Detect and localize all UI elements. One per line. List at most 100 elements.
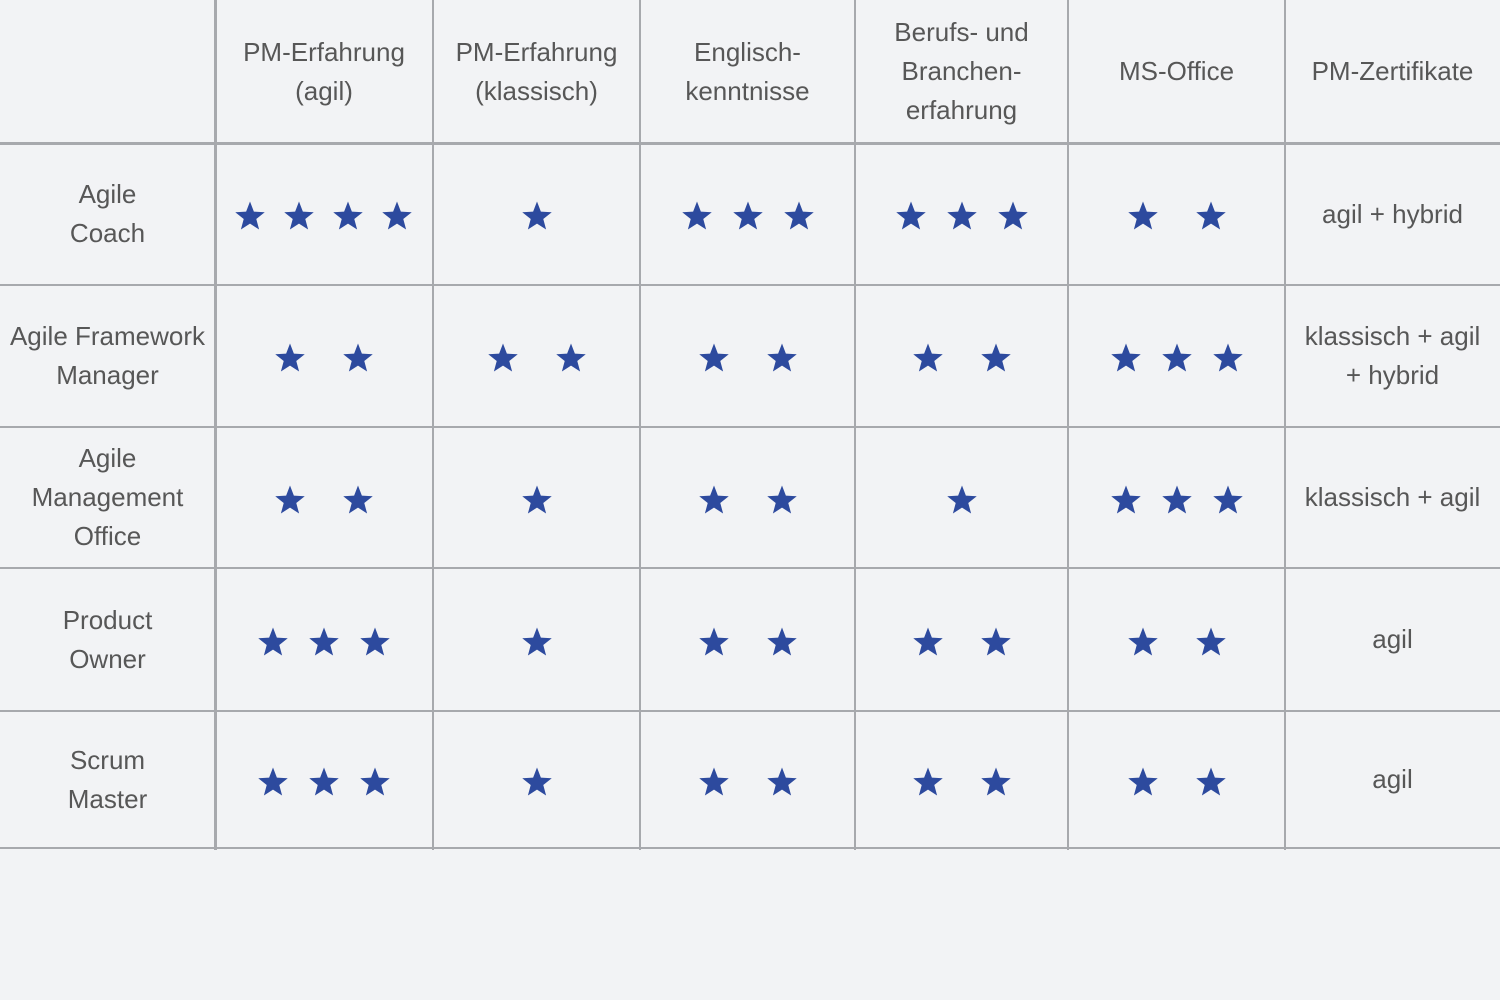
row-header-product-owner-line: Owner bbox=[69, 643, 146, 674]
star-icon bbox=[343, 343, 373, 372]
row-header-product-owner-line: Product bbox=[62, 604, 153, 635]
star-icon bbox=[895, 201, 926, 230]
column-divider bbox=[1067, 0, 1069, 850]
star-icon bbox=[1110, 485, 1141, 514]
certificate-cell-agile-framework-manager: klassisch + agil + hybrid bbox=[1285, 285, 1500, 427]
row-header-agile-coach-text: Agile Coach bbox=[70, 175, 145, 253]
star-icon bbox=[1195, 767, 1226, 796]
row-divider bbox=[0, 426, 1500, 428]
row-divider bbox=[0, 847, 1500, 849]
star-icon bbox=[309, 767, 339, 796]
star-icon bbox=[766, 627, 797, 656]
rating-cell bbox=[1068, 568, 1285, 711]
column-header-pm-zertifikate-text: PM-Zertifikate bbox=[1312, 52, 1474, 91]
star-icon bbox=[1161, 343, 1192, 372]
star-icon bbox=[681, 201, 712, 230]
rating-cell bbox=[855, 285, 1068, 427]
column-header-berufs-und-branchenerfahrung-line: Branchen- bbox=[901, 56, 1022, 86]
row-divider bbox=[0, 567, 1500, 569]
column-divider bbox=[214, 0, 217, 850]
column-header-pm-erfahrung-klassisch-line: PM-Erfahrung bbox=[455, 36, 618, 67]
star-icon bbox=[1195, 201, 1226, 230]
column-header-berufs-und-branchenerfahrung: Berufs- und Branchen-erfahrung bbox=[855, 0, 1068, 143]
rating-cell bbox=[855, 711, 1068, 848]
column-header-pm-zertifikate: PM-Zertifikate bbox=[1285, 0, 1500, 143]
star-icon bbox=[766, 767, 797, 796]
skills-matrix-table: PM-Erfahrung (agil) PM-Erfahrung (klassisch… bbox=[0, 0, 1500, 850]
certificate-cell-agile-framework-manager-text: klassisch + agil + hybrid bbox=[1305, 317, 1481, 395]
star-icon bbox=[360, 627, 390, 656]
certificate-cell-agile-management-office-text: klassisch + agil bbox=[1305, 478, 1481, 517]
star-icon bbox=[258, 627, 288, 656]
column-header-pm-erfahrung-klassisch-line: (klassisch) bbox=[475, 75, 598, 106]
star-icon bbox=[382, 201, 412, 230]
star-icon bbox=[521, 627, 552, 656]
star-icon bbox=[258, 767, 288, 796]
rating-cell bbox=[215, 427, 433, 568]
star-icon bbox=[1161, 485, 1192, 514]
star-icon bbox=[783, 201, 814, 230]
column-divider bbox=[432, 0, 434, 850]
rating-cell bbox=[640, 711, 855, 848]
column-header-pm-erfahrung-agil-text: PM-Erfahrung (agil) bbox=[243, 33, 405, 111]
star-icon bbox=[698, 343, 729, 372]
star-icon bbox=[275, 485, 305, 514]
star-icon bbox=[343, 485, 373, 514]
star-icon bbox=[1110, 343, 1141, 372]
row-header-agile-management-office-line: Agile bbox=[78, 443, 137, 473]
star-icon bbox=[333, 201, 363, 230]
row-header-agile-coach-line: Coach bbox=[69, 218, 146, 248]
column-header-pm-zertifikate-line: PM-Zertifikate bbox=[1311, 56, 1474, 86]
certificate-cell-product-owner-line: agil bbox=[1372, 624, 1413, 654]
rating-cell bbox=[215, 285, 433, 427]
star-icon bbox=[946, 201, 977, 230]
row-header-agile-framework-manager-line: Manager bbox=[56, 360, 159, 390]
row-header-product-owner-text: Product Owner bbox=[63, 601, 153, 679]
column-header-ms-office-text: MS-Office bbox=[1119, 52, 1234, 91]
certificate-cell-scrum-master-line: agil bbox=[1372, 764, 1413, 794]
certificate-cell-agile-coach: agil + hybrid bbox=[1285, 143, 1500, 285]
rating-cell bbox=[640, 568, 855, 711]
star-icon bbox=[732, 201, 763, 230]
certificate-cell-agile-management-office: klassisch + agil bbox=[1285, 427, 1500, 568]
row-header-agile-management-office: Agile Management Office bbox=[0, 427, 215, 568]
column-header-pm-erfahrung-klassisch: PM-Erfahrung (klassisch) bbox=[433, 0, 640, 143]
row-header-agile-framework-manager: Agile Framework Manager bbox=[0, 285, 215, 427]
column-header-ms-office: MS-Office bbox=[1068, 0, 1285, 143]
row-header-agile-management-office-text: Agile Management Office bbox=[32, 439, 184, 556]
column-header-pm-erfahrung-klassisch-text: PM-Erfahrung (klassisch) bbox=[456, 33, 618, 111]
star-icon bbox=[912, 627, 943, 656]
star-icon bbox=[980, 343, 1011, 372]
column-header-pm-erfahrung-agil-line: (agil) bbox=[295, 75, 353, 106]
row-divider bbox=[0, 284, 1500, 286]
star-icon bbox=[1195, 627, 1226, 656]
star-icon bbox=[1127, 627, 1158, 656]
star-icon bbox=[284, 201, 314, 230]
certificate-cell-scrum-master-text: agil bbox=[1372, 760, 1412, 799]
rating-cell bbox=[640, 285, 855, 427]
column-header-englischkenntnisse-text: Englisch-kenntnisse bbox=[685, 33, 809, 111]
row-header-scrum-master-line: Scrum bbox=[69, 744, 146, 775]
column-header-berufs-und-branchenerfahrung-text: Berufs- und Branchen-erfahrung bbox=[894, 13, 1028, 130]
row-divider bbox=[0, 710, 1500, 712]
star-icon bbox=[912, 343, 943, 372]
star-icon bbox=[766, 343, 797, 372]
column-header-berufs-und-branchenerfahrung-line: erfahrung bbox=[905, 95, 1018, 125]
row-header-agile-management-office-line: Office bbox=[73, 521, 142, 551]
star-icon bbox=[1127, 767, 1158, 796]
certificate-cell-product-owner: agil bbox=[1285, 568, 1500, 711]
row-header-scrum-master-text: Scrum Master bbox=[68, 741, 147, 819]
rating-cell bbox=[855, 568, 1068, 711]
star-icon bbox=[309, 627, 339, 656]
certificate-cell-scrum-master: agil bbox=[1285, 711, 1500, 848]
column-header-englischkenntnisse-line: Englisch- bbox=[694, 36, 801, 67]
star-icon bbox=[555, 343, 586, 372]
star-icon bbox=[1212, 485, 1243, 514]
column-divider bbox=[639, 0, 641, 850]
star-icon bbox=[980, 767, 1011, 796]
star-icon bbox=[912, 767, 943, 796]
star-icon bbox=[521, 485, 552, 514]
certificate-cell-agile-framework-manager-line: + hybrid bbox=[1345, 360, 1440, 390]
row-header-agile-coach-line: Agile bbox=[78, 179, 137, 209]
star-icon bbox=[698, 485, 729, 514]
